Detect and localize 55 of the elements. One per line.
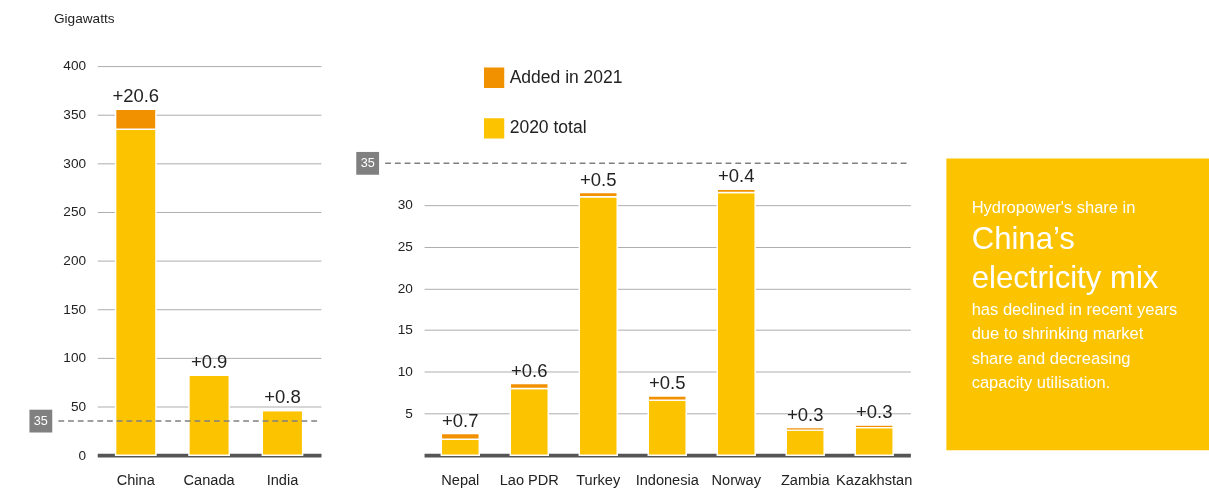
y-tick-label: 50 <box>70 398 87 414</box>
text: electricity mix <box>971 259 1159 295</box>
x-tick-label: Turkey <box>576 471 621 488</box>
y-tick-label: 400 <box>63 58 87 74</box>
data-label: +20.6 <box>112 85 160 107</box>
x-tick-label: Nepal <box>441 471 480 488</box>
y-tick-label: 350 <box>63 107 87 123</box>
x-tick-label: Zambia <box>780 471 831 488</box>
x-tick-label: Kazakhstan <box>836 471 913 488</box>
bar <box>261 409 304 456</box>
x-tick-label: Lao PDR <box>499 471 559 488</box>
y-tick-label: 100 <box>63 350 87 366</box>
y-tick-label: 20 <box>397 280 414 296</box>
y-tick-label: 5 <box>405 405 413 421</box>
bar <box>716 191 756 456</box>
text: Hydropower's share in <box>971 197 1136 217</box>
text: share and decreasing <box>971 348 1131 368</box>
data-label: +0.5 <box>580 168 617 190</box>
y-tick-label: 300 <box>63 155 87 171</box>
x-tick-label: Indonesia <box>635 471 700 488</box>
ref-line-label: 35 <box>33 413 48 428</box>
bar <box>509 387 549 456</box>
data-label: +0.4 <box>717 165 755 187</box>
bar <box>578 195 618 456</box>
y-tick-label: 30 <box>397 197 414 213</box>
y-tick-label: 250 <box>63 204 87 220</box>
text: has declined in recent years <box>971 300 1178 320</box>
data-label: +0.8 <box>264 385 301 407</box>
y-tick-label: 150 <box>63 301 87 317</box>
text: capacity utilisation. <box>971 373 1111 393</box>
data-label: +0.5 <box>649 372 686 394</box>
data-label: +0.6 <box>511 359 548 381</box>
x-tick-label: Canada <box>183 471 236 488</box>
ref-line-label: 35 <box>360 156 375 171</box>
y-axis-title: Gigawatts <box>53 10 115 26</box>
data-label: +0.3 <box>786 403 824 425</box>
x-tick-label: China <box>116 471 156 488</box>
text: due to shrinking market <box>971 324 1144 344</box>
x-tick-label: India <box>266 471 300 488</box>
data-label: +0.9 <box>190 350 228 372</box>
data-label: +0.7 <box>442 409 479 431</box>
bar <box>785 429 825 456</box>
text: China’s <box>971 220 1075 256</box>
bar <box>854 426 894 456</box>
y-tick-label: 10 <box>397 364 414 380</box>
bar <box>188 374 231 456</box>
y-tick-label: 25 <box>397 239 413 255</box>
legend-label: Added in 2021 <box>509 66 623 87</box>
y-tick-label: 15 <box>397 322 413 338</box>
y-tick-label: 0 <box>78 447 87 463</box>
y-tick-label: 200 <box>63 252 87 268</box>
data-label: +0.3 <box>855 401 893 423</box>
x-tick-label: Norway <box>711 471 762 488</box>
legend-label: 2020 total <box>509 117 587 138</box>
bar <box>647 399 687 456</box>
